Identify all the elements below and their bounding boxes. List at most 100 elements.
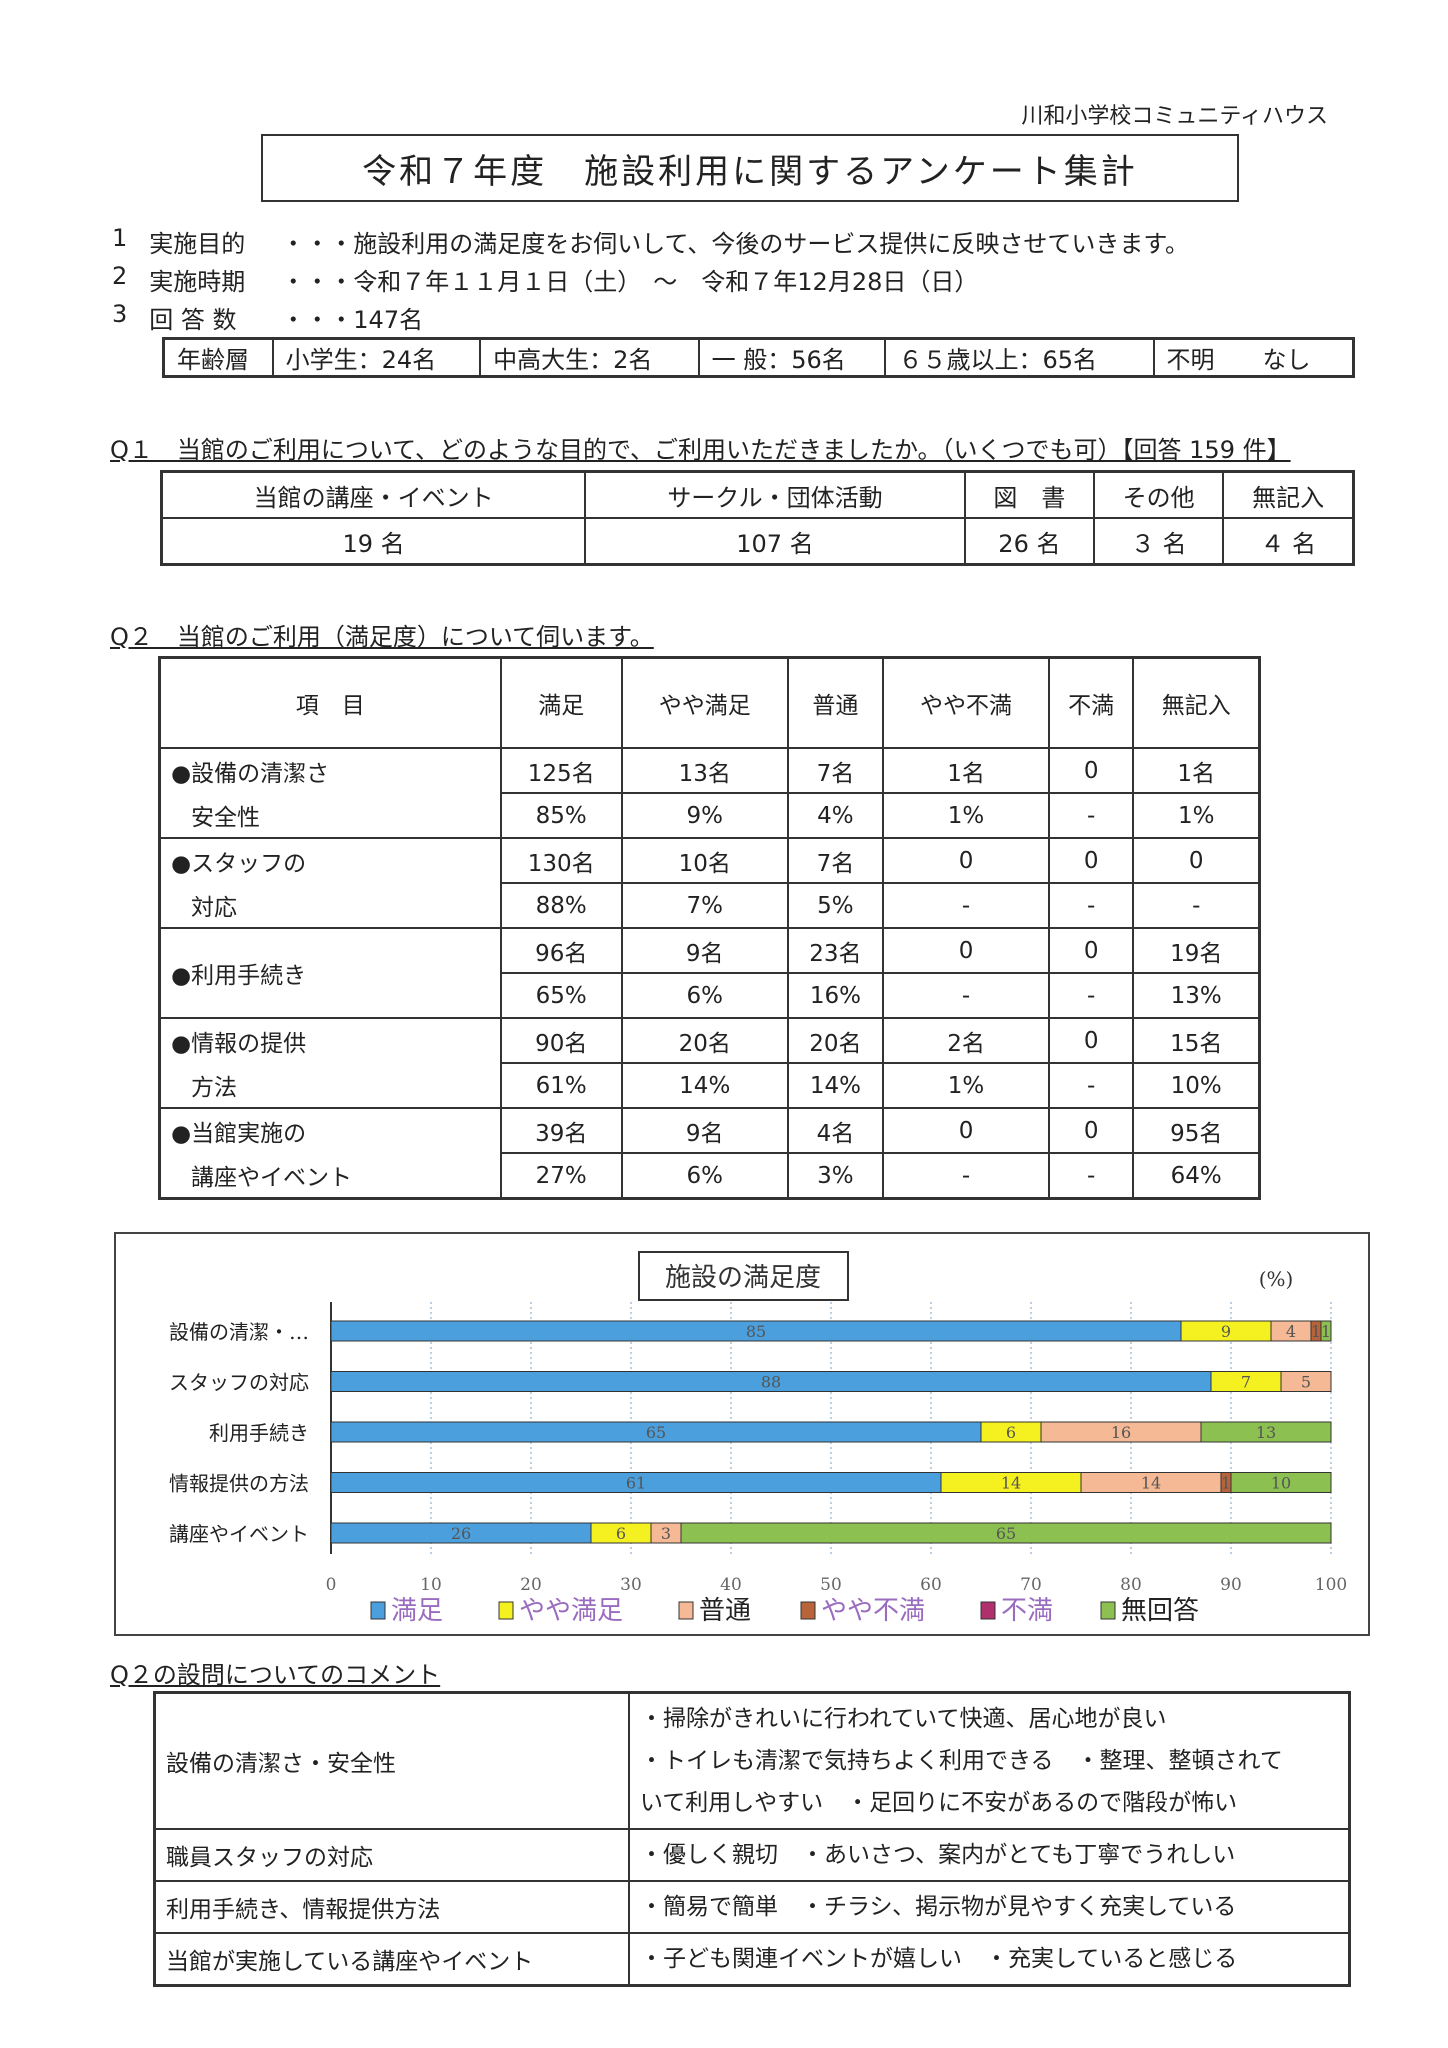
q2-percent: 7% (620, 882, 789, 929)
q2-percent: 14% (620, 1062, 789, 1109)
q2-header: やや満足 (620, 656, 789, 749)
data-label: 14 (1001, 1474, 1021, 1493)
data-label: 5 (1301, 1373, 1311, 1392)
info-key: 実施時期 (149, 268, 246, 296)
data-label: 1 (1321, 1322, 1331, 1341)
q2-percent: 16% (786, 972, 885, 1019)
q2-count: 9名 (620, 1107, 789, 1154)
q2-percent: 9% (620, 792, 789, 839)
age-table: 年齢層 小学生：24名 中高大生：2名一 般：56名 ６５歳以上：65名 不明 なし (162, 337, 1355, 378)
data-label: 10 (1271, 1474, 1291, 1493)
data-label: 1 (1221, 1474, 1231, 1493)
q2-percent: 6% (620, 1152, 789, 1200)
q2-percent: - (882, 882, 1050, 929)
q2-percent-row: 65% 6% 16% - -13% (160, 972, 1261, 1019)
q2-count: 1名 (882, 747, 1050, 794)
q2-count: 0 (1047, 747, 1135, 794)
category-label: 情報提供の方法 (169, 1472, 309, 1496)
bar-segment (1280, 1371, 1332, 1392)
q2-header: 満足 (499, 656, 623, 749)
info-value: ・・・令和７年１１月１日（土） ～ 令和７年12月28日（日） (281, 268, 979, 296)
info-value: ・・・147名 (281, 306, 424, 334)
q1-heading: Q１ 当館のご利用について、どのような目的で、ご利用いただきましたか。（いくつで… (110, 436, 1291, 464)
q2-percent: 1% (882, 792, 1050, 839)
data-label: 88 (761, 1373, 781, 1392)
q2-percent-row: 講座やイベント 27% 6% 3% - -64% (158, 1152, 1261, 1200)
q1-header: サークル・団体活動 (584, 470, 966, 519)
category-label: 利用手続き (209, 1421, 309, 1445)
q2-percent: 6% (620, 972, 789, 1019)
age-cell: 小学生：24名 (271, 337, 482, 378)
q2-header: 普通 (786, 656, 885, 749)
category-label: 講座やイベント (169, 1522, 309, 1546)
q1-value: ４ 名 (1222, 517, 1355, 566)
category-label: 設備の清潔・… (169, 1320, 309, 1344)
legend-label: やや満足 (519, 1596, 623, 1626)
x-tick-label: 70 (1020, 1575, 1042, 1595)
q1-header: その他 (1093, 470, 1225, 519)
q1-value: 107 名 (584, 517, 966, 566)
comment-item: 利用手続き、情報提供方法 (153, 1880, 630, 1934)
q1-header: 図 書 (963, 470, 1096, 519)
q2-percent: 27% (499, 1152, 623, 1200)
document-title: 令和７年度 施設利用に関するアンケート集計 (261, 134, 1239, 202)
q2-percent: 14% (786, 1062, 885, 1109)
info-number: 3 (112, 300, 128, 328)
comment-item: 設備の清潔さ・安全性 (153, 1691, 630, 1830)
q2-percent: - (1047, 972, 1135, 1019)
q2-percent-row: 安全性 85% 9% 4% 1% -1% (158, 792, 1261, 839)
q2-header: やや不満 (882, 656, 1050, 749)
data-label: 6 (616, 1524, 626, 1543)
comment-line: ・子ども関連イベントが嬉しい ・充実していると感じる (640, 1946, 1238, 1972)
q2-item-sub: 安全性 (158, 793, 502, 839)
q2-count: 0 (882, 1107, 1050, 1154)
q2-count: 0 (1132, 837, 1261, 884)
legend-swatch (980, 1601, 996, 1620)
q2-percent: - (882, 972, 1050, 1019)
q2-count: 96名 (499, 927, 623, 974)
info-key: 実施目的 (149, 230, 246, 258)
data-label: 4 (1286, 1322, 1296, 1341)
legend-label: 満足 (391, 1596, 443, 1626)
q2-percent: 5% (786, 882, 885, 929)
x-tick-label: 60 (920, 1575, 942, 1595)
legend-label: 不満 (1001, 1596, 1053, 1626)
q2-percent: - (1047, 792, 1135, 839)
comment-row: 設備の清潔さ・安全性 ・掃除がきれいに行われていて快適、居心地が良い ・トイレも清潔… (153, 1691, 1351, 1830)
data-label: 26 (451, 1524, 471, 1543)
data-label: 61 (626, 1474, 646, 1493)
q2-count: 0 (1047, 1107, 1135, 1154)
q2-count-row: ●情報の提供 90名 20名 20名 2名 0 15名 (158, 1017, 1261, 1064)
q2-count: 95名 (1132, 1107, 1261, 1154)
q2-count: 39名 (499, 1107, 623, 1154)
q2-count-row: ●スタッフの 130名 10名 7名 0 0 0 (158, 837, 1261, 884)
q2-item-sub: 講座やイベント (158, 1153, 502, 1200)
q1-value: 19 名 (160, 517, 587, 566)
q2-header: 項 目 (158, 656, 502, 749)
comments-heading: Q２の設問についてのコメント (110, 1661, 441, 1689)
q2-count: 130名 (499, 837, 623, 884)
age-cell: ６５歳以上：65名 (884, 337, 1155, 378)
x-tick-label: 0 (326, 1575, 337, 1595)
q2-count: 4名 (786, 1107, 885, 1154)
legend-swatch (498, 1601, 514, 1620)
data-label: 65 (996, 1524, 1016, 1543)
legend-label: やや不満 (821, 1596, 925, 1626)
q2-header: 無記入 (1132, 656, 1261, 749)
comment-text: ・優しく親切 ・あいさつ、案内がとても丁寧でうれしい (628, 1828, 1351, 1882)
comment-line: いて利用しやすい ・足回りに不安があるので階段が怖い (640, 1790, 1238, 1816)
comment-item: 職員スタッフの対応 (153, 1828, 630, 1882)
comment-row: 利用手続き、情報提供方法 ・簡易で簡単 ・チラシ、掲示物が見やすく充実している (153, 1880, 1351, 1934)
q2-count: 10名 (620, 837, 789, 884)
x-tick-label: 90 (1220, 1575, 1242, 1595)
q1-header: 無記入 (1222, 470, 1355, 519)
q2-percent: 85% (499, 792, 623, 839)
info-value: ・・・施設利用の満足度をお伺いして、今後のサービス提供に反映させていきます。 (281, 230, 1189, 258)
q2-count: 9名 (620, 927, 789, 974)
x-tick-label: 40 (720, 1575, 742, 1595)
data-label: 13 (1256, 1423, 1276, 1442)
q1-table: 当館の講座・イベント サークル・団体活動図 書その他 無記入 19 名 107 名 26 … (160, 470, 1355, 566)
q2-item-sub: 対応 (158, 883, 502, 929)
q2-header: 不満 (1047, 656, 1135, 749)
